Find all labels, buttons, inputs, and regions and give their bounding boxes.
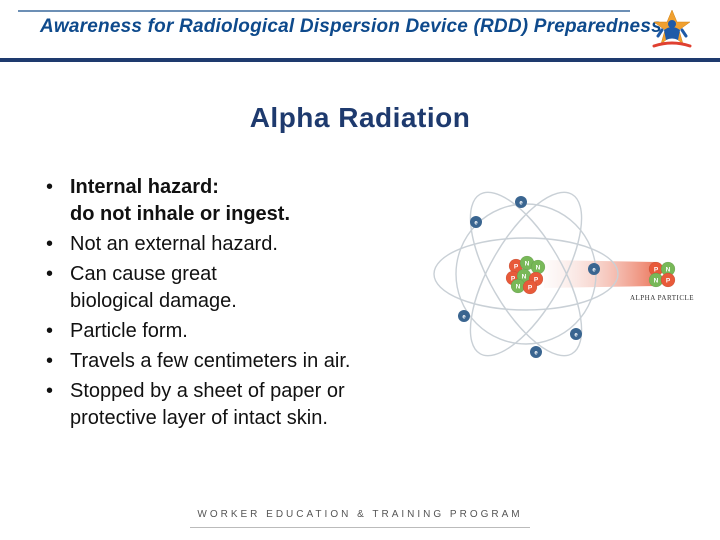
- bullet-line: Stopped by a sheet of paper or: [70, 380, 345, 402]
- atom-diagram: eeeeeePNNPNPNPPNNPALPHA PARTICLE: [426, 174, 696, 394]
- svg-text:P: P: [528, 285, 533, 292]
- bullet-line: biological damage.: [70, 290, 237, 312]
- header-rule-top: [18, 10, 630, 12]
- bullet-line: protective layer of intact skin.: [70, 407, 328, 429]
- svg-text:N: N: [536, 265, 541, 272]
- slide-footer: WORKER EDUCATION & TRAINING PROGRAM: [0, 504, 720, 522]
- bullet-item: Particle form.: [46, 318, 426, 345]
- content-area: Internal hazard: do not inhale or ingest.…: [0, 174, 720, 435]
- svg-text:N: N: [516, 284, 521, 291]
- bullet-list: Internal hazard: do not inhale or ingest.…: [46, 174, 426, 435]
- svg-text:P: P: [666, 278, 671, 285]
- svg-text:N: N: [525, 261, 530, 268]
- bullet-item: Travels a few centimeters in air.: [46, 348, 426, 375]
- footer-text: WORKER EDUCATION & TRAINING PROGRAM: [197, 509, 522, 520]
- bullet-line: Travels a few centimeters in air.: [70, 350, 350, 372]
- header-rule-bottom: [0, 58, 720, 62]
- header-title: Awareness for Radiological Dispersion De…: [40, 16, 662, 38]
- bullet-item: Can cause great biological damage.: [46, 261, 426, 315]
- footer-rule: [190, 527, 530, 528]
- slide-header: Awareness for Radiological Dispersion De…: [0, 0, 720, 62]
- bullet-line: Not an external hazard.: [70, 233, 278, 255]
- bullet-item: Not an external hazard.: [46, 231, 426, 258]
- svg-text:N: N: [666, 267, 671, 274]
- bullet-line: do not inhale or ingest.: [70, 203, 290, 225]
- header-logo-icon: [644, 4, 700, 56]
- bullet-item: Internal hazard: do not inhale or ingest.: [46, 174, 426, 228]
- svg-text:ALPHA PARTICLE: ALPHA PARTICLE: [630, 294, 694, 302]
- svg-text:N: N: [654, 278, 659, 285]
- svg-text:N: N: [522, 274, 527, 281]
- svg-text:P: P: [654, 267, 659, 274]
- bullet-line: Particle form.: [70, 320, 188, 342]
- svg-text:P: P: [514, 264, 519, 271]
- bullet-line: Internal hazard:: [70, 176, 219, 198]
- slide-title: Alpha Radiation: [0, 102, 720, 134]
- bullet-item: Stopped by a sheet of paper or protective…: [46, 378, 426, 432]
- bullet-line: Can cause great: [70, 263, 217, 285]
